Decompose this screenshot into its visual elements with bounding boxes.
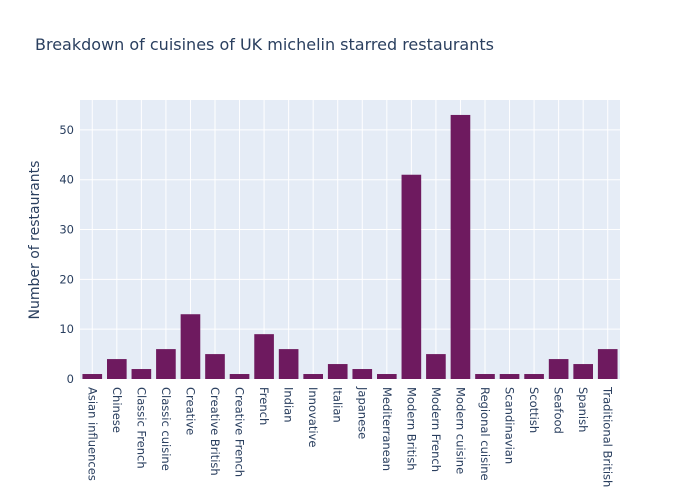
x-tick-label: Japanese (355, 386, 369, 439)
bar (499, 374, 520, 379)
bar (573, 364, 593, 379)
y-tick-label: 40 (59, 173, 74, 187)
x-tick-label: Creative British (208, 387, 222, 476)
y-tick-label: 50 (59, 123, 74, 137)
x-tick-label: Chinese (110, 387, 124, 433)
bar (597, 349, 618, 379)
x-tick-label: Scandinavian (503, 387, 517, 464)
bar (107, 359, 127, 379)
bar (401, 174, 422, 379)
bar (475, 374, 495, 379)
x-tick-label: Modern cuisine (453, 387, 467, 474)
y-tick-label: 20 (59, 272, 74, 286)
y-tick-label: 30 (59, 223, 74, 237)
bar (450, 114, 471, 380)
y-tick-label: 0 (67, 372, 74, 386)
chart-title: Breakdown of cuisines of UK michelin sta… (35, 35, 494, 54)
y-tick-label: 10 (59, 322, 74, 336)
x-tick-label: Indian (282, 387, 296, 423)
x-tick-label: Scottish (527, 387, 541, 433)
y-tick-labels: 0 10 20 30 40 50 (59, 123, 74, 386)
bar (278, 349, 299, 379)
x-tick-label: Mediterranean (380, 387, 394, 471)
x-tick-labels: Asian influences Chinese Classic French Cla… (85, 386, 614, 487)
y-axis-label: Number of restaurants (27, 161, 43, 320)
x-tick-label: Seafood (552, 387, 566, 434)
bar (377, 374, 397, 379)
x-tick-label: Classic cuisine (159, 387, 173, 471)
bar (180, 314, 201, 379)
bar (205, 354, 225, 379)
x-tick-label: Italian (331, 387, 345, 423)
x-tick-label: Creative (183, 387, 197, 435)
x-tick-label: Traditional British (601, 386, 615, 487)
plot-area (80, 100, 620, 379)
x-tick-label: Modern British (404, 387, 418, 471)
x-tick-label: Modern French (429, 387, 443, 472)
bar (352, 369, 373, 379)
x-tick-label: Innovative (306, 387, 320, 447)
bar (327, 364, 348, 379)
bar (156, 349, 176, 379)
bar (82, 374, 103, 379)
x-tick-label: Regional cuisine (478, 387, 492, 481)
bar (548, 359, 569, 379)
gridlines (80, 100, 620, 379)
bar (229, 374, 250, 379)
x-tick-label: Classic French (134, 387, 148, 469)
bar (303, 374, 323, 379)
x-tick-label: Spanish (576, 387, 590, 432)
bar (254, 334, 274, 379)
x-tick-label: French (257, 387, 271, 425)
bar (426, 354, 446, 379)
bars (82, 114, 618, 380)
bar (524, 374, 544, 379)
bar (131, 369, 152, 379)
x-tick-label: Asian influences (85, 387, 99, 481)
x-tick-label: Creative French (233, 387, 247, 477)
